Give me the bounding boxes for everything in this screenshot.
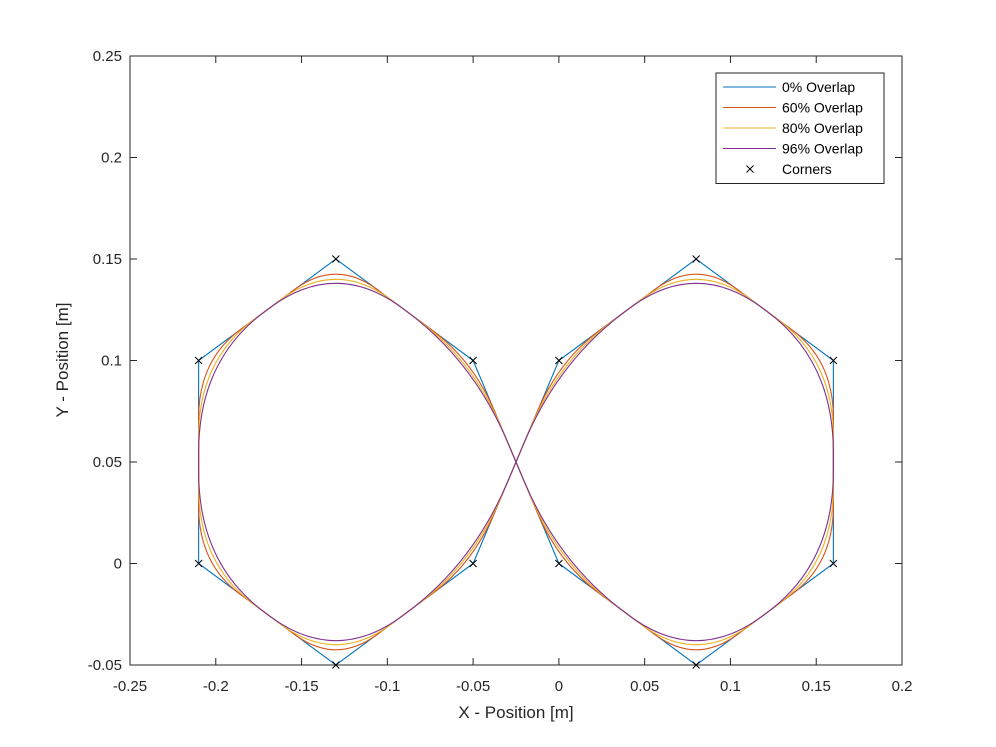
legend-label: Corners: [782, 161, 832, 177]
corner-marker: [469, 356, 477, 365]
x-tick-label: -0.15: [284, 678, 318, 695]
x-tick-label: -0.1: [374, 678, 400, 695]
x-tick-label: 0.15: [802, 678, 831, 695]
corner-marker: [469, 559, 477, 568]
x-tick-label: 0.05: [630, 678, 659, 695]
x-tick-label: 0: [555, 678, 563, 695]
y-tick-label: -0.05: [88, 657, 122, 674]
legend-label: 0% Overlap: [782, 79, 855, 95]
corner-marker: [692, 255, 700, 263]
corner-marker: [555, 559, 563, 568]
corner-marker: [332, 661, 340, 669]
x-tick-label: -0.05: [456, 678, 490, 695]
y-tick-label: 0.15: [93, 251, 122, 268]
corner-marker: [332, 255, 340, 263]
x-tick-label: -0.25: [113, 678, 147, 695]
legend-label: 96% Overlap: [782, 141, 863, 157]
x-axis-title: X - Position [m]: [458, 703, 573, 722]
y-tick-label: 0.25: [93, 48, 122, 65]
y-tick-label: 0.2: [101, 150, 122, 167]
corner-marker: [555, 356, 563, 365]
corner-marker: [829, 356, 838, 365]
x-tick-label: 0.2: [892, 678, 913, 695]
y-tick-label: 0.05: [93, 454, 122, 471]
y-tick-label: 0: [114, 556, 122, 573]
corner-marker: [829, 559, 838, 568]
y-axis-title: Y - Position [m]: [53, 303, 72, 418]
legend-label: 60% Overlap: [782, 100, 863, 116]
y-axis: -0.05 0 0.05 0.1 0.15 0.2 0.25: [88, 48, 902, 674]
legend-label: 80% Overlap: [782, 120, 863, 136]
corner-marker: [194, 356, 203, 365]
y-tick-label: 0.1: [101, 353, 122, 370]
corner-markers: [194, 255, 838, 669]
legend-marker: [746, 165, 754, 173]
series-line-3: [198, 282, 834, 642]
corner-marker: [692, 661, 700, 669]
x-tick-label: 0.1: [720, 678, 741, 695]
x-tick-label: -0.2: [203, 678, 229, 695]
legend: 0% Overlap 60% Overlap 80% Overlap 96% Over…: [715, 72, 885, 184]
x-axis: -0.25 -0.2 -0.15 -0.1 -0.05 0 0.05 0.1 0.15 0.2: [113, 56, 913, 695]
corner-marker: [194, 559, 203, 568]
